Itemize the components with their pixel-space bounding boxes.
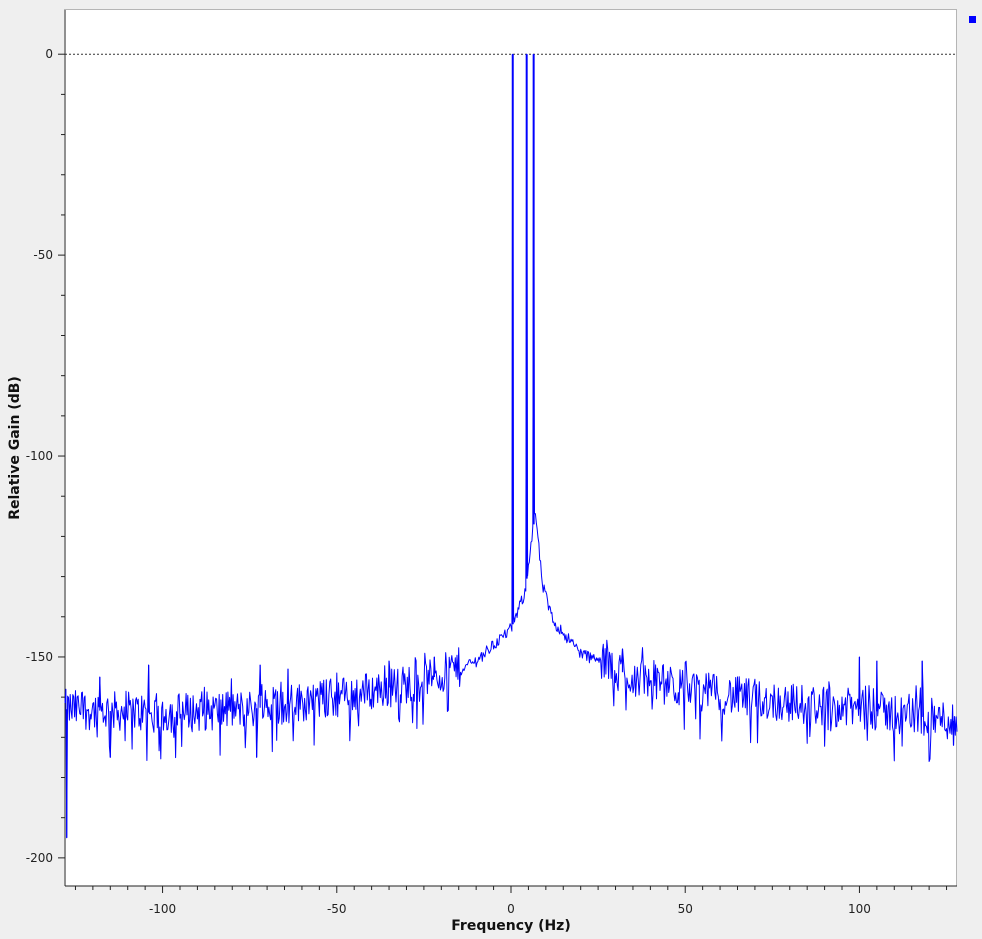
series-layer	[64, 53, 958, 839]
y-tick-label: -50	[33, 248, 53, 262]
x-tick-label: -100	[149, 902, 176, 916]
y-axis-title: Relative Gain (dB)	[7, 376, 23, 520]
y-axis: 0 -50 -100 -150 -200	[26, 10, 66, 886]
y-tick-label: -200	[26, 851, 53, 865]
y-tick-label: 0	[45, 47, 53, 61]
plot-area	[64, 9, 957, 886]
x-tick-label: 50	[678, 902, 693, 916]
series-line	[64, 53, 958, 839]
x-tick-label: -50	[327, 902, 347, 916]
x-axis-title: Frequency (Hz)	[451, 918, 570, 934]
y-tick-label: -150	[26, 650, 53, 664]
y-tick-label: -100	[26, 449, 53, 463]
legend-marker-icon[interactable]	[969, 16, 976, 23]
x-tick-label: 0	[507, 902, 515, 916]
x-axis: -100 -50 0 50 100	[65, 885, 957, 916]
x-tick-label: 100	[848, 902, 871, 916]
